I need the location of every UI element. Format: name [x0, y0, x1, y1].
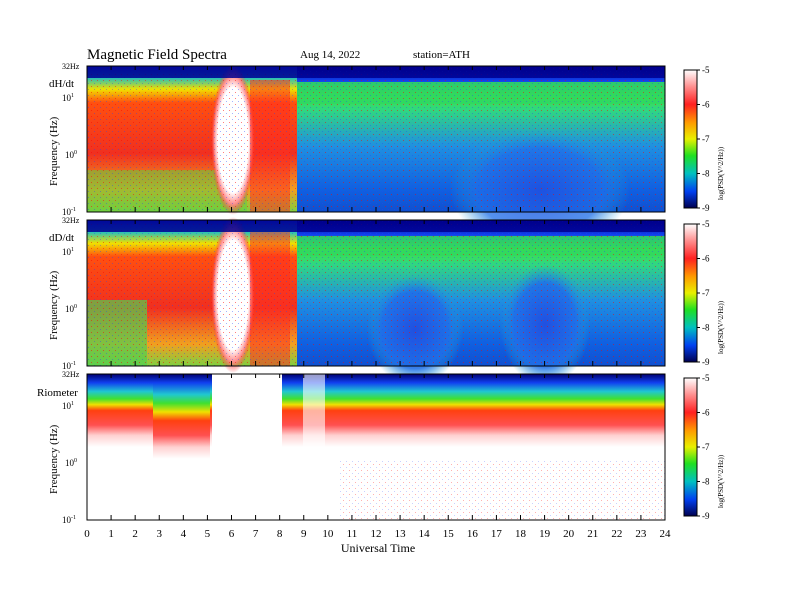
colorbar-tick-label: -6 [702, 100, 710, 110]
panel-dddt-ytick-1e1: 101 [62, 247, 74, 257]
colorbar-label: log(PSD(V^2/Hz)) [717, 454, 725, 508]
colorbar-label: log(PSD(V^2/Hz)) [717, 300, 725, 354]
colorbar-tick-label: -9 [702, 203, 710, 213]
x-tick-label: 21 [587, 528, 598, 540]
panel-riometer-speckle [340, 460, 665, 520]
colorbar-tick-label: -6 [702, 254, 710, 264]
panel-dddt: dD/dt Frequency (Hz) 32Hz 101 100 10-1 [48, 216, 666, 385]
panel-riometer-early-segment [87, 374, 153, 520]
figure-title: Magnetic Field Spectra [87, 47, 227, 63]
panel-riometer-ylabel: Frequency (Hz) [48, 424, 60, 494]
x-tick-label: 11 [347, 528, 358, 540]
x-tick-label: 20 [563, 528, 575, 540]
panel-riometer-ytick-1e-1: 10-1 [62, 515, 76, 525]
colorbar-scale [683, 377, 698, 517]
colorbar-tick-label: -9 [702, 357, 710, 367]
x-tick-label: 19 [539, 528, 551, 540]
x-tick-label: 22 [611, 528, 622, 540]
panel-dddt-ylabel: Frequency (Hz) [48, 270, 60, 340]
x-tick-label: 10 [322, 528, 334, 540]
x-tick-label: 23 [635, 528, 647, 540]
x-tick-label: 16 [467, 528, 479, 540]
colorbar-scale [683, 223, 698, 363]
colorbar-tick-label: -8 [702, 323, 710, 333]
x-tick-label: 15 [443, 528, 455, 540]
colorbar-tick-label: -5 [702, 65, 710, 75]
colorbars: -5 -6 -7 -8 -9 log(PSD(V^2/Hz)) -5 -6 -7 -8 -9 log(… [683, 65, 725, 521]
panel-riometer-gap-2 [303, 374, 325, 520]
panel-dhdt-ylabel: Frequency (Hz) [48, 116, 60, 186]
panel-riometer-label: Riometer [37, 387, 78, 399]
colorbar-tick-label: -7 [702, 288, 710, 298]
panel-riometer-ytick-1e0: 100 [65, 458, 77, 468]
x-tick-label: 13 [395, 528, 407, 540]
colorbar-tick-label: -8 [702, 477, 710, 487]
x-tick-label: 12 [371, 528, 382, 540]
panel-riometer-ytick-1e1: 101 [62, 401, 74, 411]
x-axis-label: Universal Time [341, 541, 415, 555]
x-tick-label: 17 [491, 528, 503, 540]
x-tick-label: 14 [419, 528, 431, 540]
x-tick-label: 4 [181, 528, 187, 540]
x-tick-label: 8 [277, 528, 283, 540]
colorbar-tick-label: -5 [702, 373, 710, 383]
station-label: station=ATH [413, 49, 470, 61]
colorbar-tick-label: -7 [702, 442, 710, 452]
x-tick-label: 0 [84, 528, 90, 540]
colorbar-tick-label: -5 [702, 219, 710, 229]
colorbar-scale [683, 69, 698, 209]
panel-dhdt-ytick-32hz: 32Hz [62, 62, 80, 71]
panel-riometer: Riometer Frequency (Hz) 32Hz 101 100 10-… [37, 370, 666, 525]
panel-dddt-ytick-32hz: 32Hz [62, 216, 80, 225]
colorbar-tick-label: -7 [702, 134, 710, 144]
panel-dhdt-ytick-1e0: 100 [65, 150, 77, 160]
figure-date: Aug 14, 2022 [300, 49, 360, 61]
colorbar-label: log(PSD(V^2/Hz)) [717, 146, 725, 200]
panel-riometer-mid-segment [153, 374, 210, 520]
panel-dddt-ytick-1e0: 100 [65, 304, 77, 314]
panel-dhdt-ytick-1e1: 101 [62, 93, 74, 103]
x-tick-label: 6 [229, 528, 235, 540]
x-tick-label: 1 [108, 528, 114, 540]
x-axis: 0 1 2 3 4 5 6 7 8 9 10 11 12 13 14 15 16 17 18 19 20 21 22 23 24 [84, 66, 671, 540]
panel-dddt-speckle [87, 220, 665, 366]
panel-dhdt-label: dH/dt [49, 78, 74, 90]
x-tick-label: 7 [253, 528, 259, 540]
panel-dhdt-speckle [87, 66, 665, 212]
x-tick-label: 24 [660, 528, 672, 540]
colorbar-tick-label: -8 [702, 169, 710, 179]
x-tick-label: 9 [301, 528, 307, 540]
colorbar-tick-label: -9 [702, 511, 710, 521]
x-tick-label: 2 [132, 528, 138, 540]
panel-dhdt-ytick-1e-1: 10-1 [62, 207, 76, 217]
panel-riometer-gap [212, 374, 282, 520]
panel-dddt-label: dD/dt [49, 232, 74, 244]
panel-riometer-ytick-32hz: 32Hz [62, 370, 80, 379]
colorbar-tick-label: -6 [702, 408, 710, 418]
x-tick-label: 3 [157, 528, 163, 540]
x-tick-label: 5 [205, 528, 211, 540]
x-tick-label: 18 [515, 528, 527, 540]
panel-dddt-ytick-1e-1: 10-1 [62, 361, 76, 371]
